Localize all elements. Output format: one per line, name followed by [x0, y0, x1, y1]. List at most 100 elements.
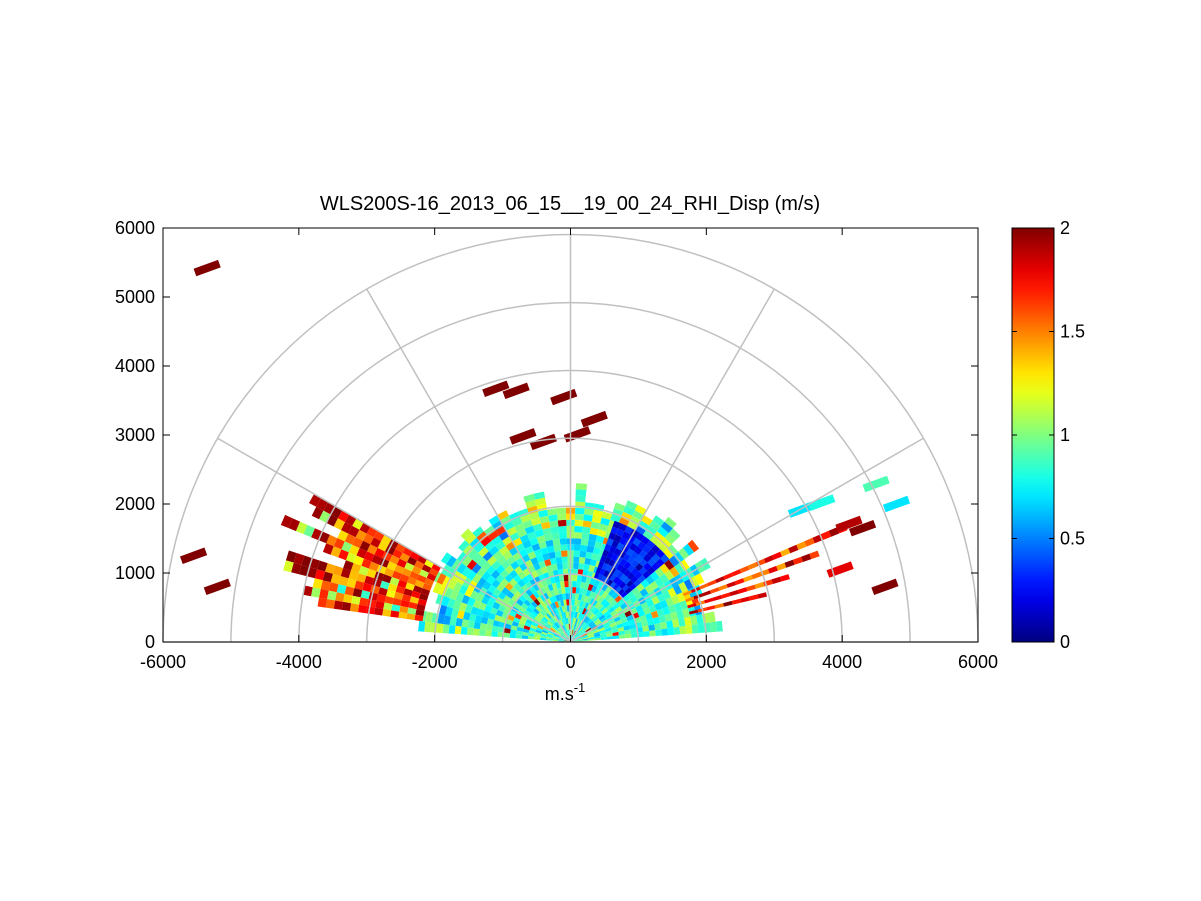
data-cell — [664, 613, 673, 622]
data-cell — [612, 631, 619, 636]
data-cell — [492, 550, 503, 561]
data-cell — [647, 549, 656, 558]
data-cell — [549, 627, 556, 633]
data-cell — [634, 504, 647, 515]
data-cell — [536, 596, 544, 604]
data-cell — [685, 625, 693, 634]
data-cell — [579, 630, 586, 635]
data-cell — [333, 518, 345, 531]
data-cell — [553, 634, 560, 638]
data-cell — [572, 623, 575, 631]
data-cell — [460, 528, 473, 541]
data-cell — [615, 606, 623, 613]
data-cell — [474, 615, 483, 623]
data-cell — [464, 604, 473, 614]
data-cell — [550, 626, 557, 632]
data-cell — [629, 595, 638, 604]
data-cell — [638, 566, 647, 575]
data-cell — [566, 605, 570, 612]
data-cell — [650, 571, 660, 581]
data-cell — [449, 589, 459, 601]
data-cell — [616, 623, 624, 629]
data-cell — [587, 611, 594, 618]
data-cell — [578, 612, 582, 620]
data-cell — [622, 553, 631, 562]
data-cell — [559, 626, 564, 633]
data-cell — [579, 600, 584, 608]
data-cell — [336, 584, 347, 594]
data-cell — [635, 604, 644, 613]
data-cell — [667, 544, 679, 556]
data-cell — [575, 625, 579, 631]
data-cell — [579, 550, 587, 558]
data-cell — [559, 606, 564, 613]
data-cell — [325, 599, 336, 609]
data-cell — [402, 546, 413, 557]
data-cell — [604, 543, 612, 552]
data-cell — [500, 569, 510, 579]
data-cell — [589, 559, 597, 567]
data-cell — [364, 551, 375, 562]
data-cell — [608, 589, 616, 597]
data-cell — [643, 630, 650, 637]
data-cell — [603, 570, 610, 578]
data-cell — [573, 617, 577, 625]
data-cell — [557, 587, 562, 595]
data-cell — [594, 635, 601, 639]
data-cell — [456, 551, 468, 563]
data-cell — [684, 616, 692, 626]
data-cell — [584, 557, 592, 565]
data-cell — [538, 509, 549, 518]
data-cell — [603, 610, 611, 617]
data-cell — [444, 606, 453, 617]
data-cell — [714, 603, 724, 609]
y-tick-label: 6000 — [115, 218, 155, 238]
data-cell — [602, 621, 610, 628]
data-cell — [572, 630, 576, 637]
data-cell — [672, 619, 680, 628]
data-cell — [536, 627, 543, 632]
data-cell — [640, 579, 650, 589]
data-cell — [584, 626, 591, 632]
data-cell — [566, 599, 570, 606]
data-cell — [676, 592, 686, 603]
data-cell — [654, 622, 662, 631]
data-cell — [585, 576, 592, 584]
data-cell — [567, 617, 570, 624]
data-cell — [326, 534, 338, 547]
data-cell — [617, 598, 625, 607]
data-cell — [527, 531, 537, 540]
data-cell — [404, 562, 415, 572]
data-cell — [417, 555, 427, 565]
data-cell — [561, 633, 567, 639]
data-cell — [651, 544, 661, 554]
data-cell — [639, 558, 648, 567]
data-cell — [532, 591, 540, 599]
data-cell — [470, 606, 479, 615]
data-cell — [544, 606, 550, 614]
data-cell — [490, 569, 501, 580]
data-cell — [497, 604, 506, 613]
data-cell — [370, 537, 381, 548]
data-cell — [386, 561, 397, 571]
data-cell — [585, 610, 591, 617]
data-cell — [694, 573, 705, 585]
data-cell — [657, 526, 669, 538]
data-cell — [414, 614, 424, 622]
data-cell — [482, 580, 492, 591]
data-cell — [446, 555, 457, 568]
data-cell — [535, 614, 543, 621]
data-cell — [620, 602, 628, 610]
data-cell — [582, 623, 589, 630]
data-cell — [646, 599, 655, 608]
data-cell — [599, 631, 607, 636]
data-cell — [556, 629, 562, 635]
data-cell — [611, 553, 619, 562]
data-cell — [487, 555, 497, 566]
data-cell — [601, 562, 609, 570]
data-cell — [476, 608, 485, 617]
data-cell — [509, 586, 518, 595]
data-cell — [772, 551, 783, 560]
data-cell — [414, 560, 425, 570]
